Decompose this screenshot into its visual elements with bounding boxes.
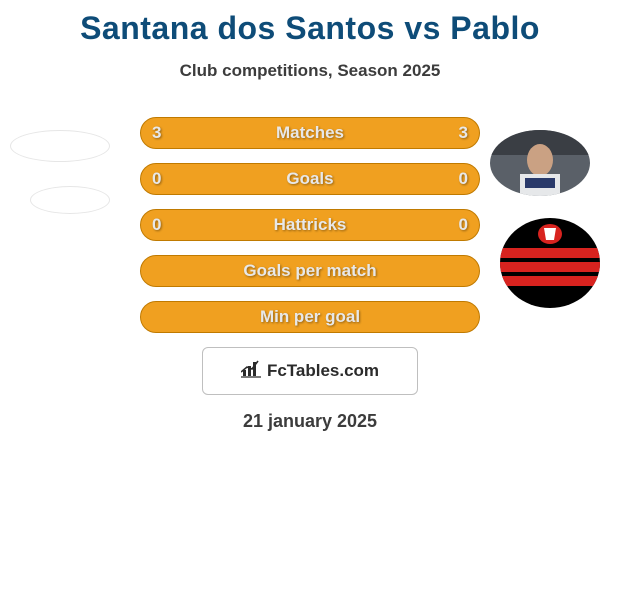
stat-label: Min per goal xyxy=(140,301,480,333)
stat-right-value: 0 xyxy=(140,209,468,241)
date-label: 21 january 2025 xyxy=(0,411,620,432)
stat-row-hattricks: 0 Hattricks 0 xyxy=(0,209,620,241)
stat-bars: 3 Matches 3 0 Goals 0 0 Hattricks 0 Goal… xyxy=(0,117,620,333)
fctables-label: FcTables.com xyxy=(267,361,379,381)
stat-label: Goals per match xyxy=(140,255,480,287)
comparison-card: Santana dos Santos vs Pablo Club competi… xyxy=(0,10,620,590)
bar-chart-icon xyxy=(241,360,263,383)
stat-row-goals: 0 Goals 0 xyxy=(0,163,620,195)
subtitle: Club competitions, Season 2025 xyxy=(0,61,620,81)
fctables-attribution[interactable]: FcTables.com xyxy=(202,347,418,395)
stat-row-matches: 3 Matches 3 xyxy=(0,117,620,149)
stat-row-goals-per-match: Goals per match xyxy=(0,255,620,287)
stat-right-value: 0 xyxy=(140,163,468,195)
stat-right-value: 3 xyxy=(140,117,468,149)
page-title: Santana dos Santos vs Pablo xyxy=(0,10,620,47)
stat-row-min-per-goal: Min per goal xyxy=(0,301,620,333)
